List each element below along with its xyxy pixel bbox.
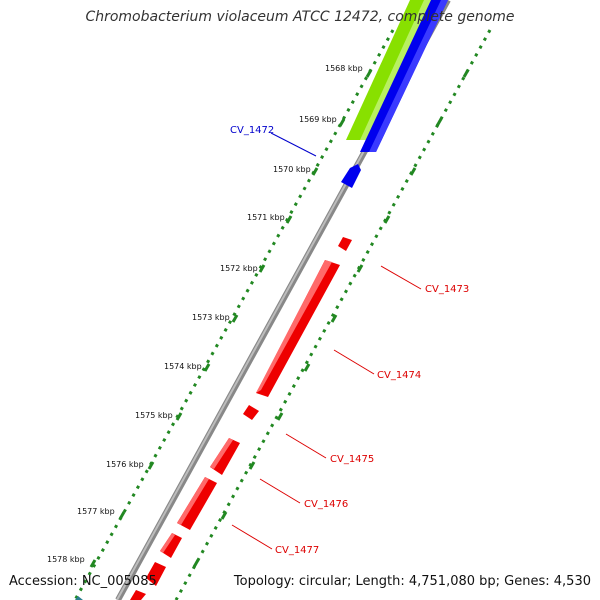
gene-cv1475[interactable] — [243, 405, 259, 420]
ruler-label: 1570 kbp — [273, 165, 311, 174]
ruler-label: 1574 kbp — [164, 362, 202, 371]
gene-cv1476-a[interactable] — [210, 438, 240, 475]
outer-major-ticks — [89, 69, 373, 568]
ruler-label: 1576 kbp — [106, 460, 144, 469]
gene-label-cv1474[interactable]: CV_1474 — [377, 370, 421, 381]
ruler-labels: 1568 kbp 1569 kbp 1570 kbp 1571 kbp 1572… — [47, 64, 363, 564]
inner-major-ticks — [192, 69, 470, 568]
green-feature-track — [346, 0, 432, 140]
gene-cv1474[interactable] — [256, 260, 340, 397]
ruler-label: 1572 kbp — [220, 264, 258, 273]
gene-labels: CV_1472 CV_1473 CV_1474 CV_1475 CV_1476 … — [230, 125, 469, 556]
gene-label-cv1477[interactable]: CV_1477 — [275, 545, 319, 556]
gene-cv1472-arrow[interactable] — [341, 164, 361, 188]
ruler-label: 1569 kbp — [299, 115, 337, 124]
gene-cv1473[interactable] — [338, 237, 352, 251]
ruler-label: 1578 kbp — [47, 555, 85, 564]
ruler-label: 1575 kbp — [135, 411, 173, 420]
gene-cv1476-b[interactable] — [177, 477, 217, 530]
gene-cv1477[interactable] — [160, 533, 182, 558]
gene-label-cv1476[interactable]: CV_1476 — [304, 499, 348, 510]
accession-text: Accession: NC_005085 — [9, 574, 157, 589]
map-title: Chromobacterium violaceum ATCC 12472, co… — [85, 9, 515, 25]
ruler-label: 1571 kbp — [247, 213, 285, 222]
gene-teal-fragment[interactable] — [75, 596, 83, 600]
ruler-label: 1573 kbp — [192, 313, 230, 322]
gene-label-cv1472[interactable]: CV_1472 — [230, 125, 274, 136]
gene-label-cv1475[interactable]: CV_1475 — [330, 454, 374, 465]
gene-cv1478[interactable] — [146, 562, 166, 586]
gene-label-cv1473[interactable]: CV_1473 — [425, 284, 469, 295]
label-leader-lines — [231, 132, 422, 550]
forward-gene-track — [341, 0, 448, 188]
gene-cv1479[interactable] — [130, 590, 146, 600]
genome-summary-text: Topology: circular; Length: 4,751,080 bp… — [233, 574, 591, 589]
ruler-label: 1568 kbp — [325, 64, 363, 73]
ruler-label: 1577 kbp — [77, 507, 115, 516]
reverse-gene-track — [75, 237, 352, 600]
